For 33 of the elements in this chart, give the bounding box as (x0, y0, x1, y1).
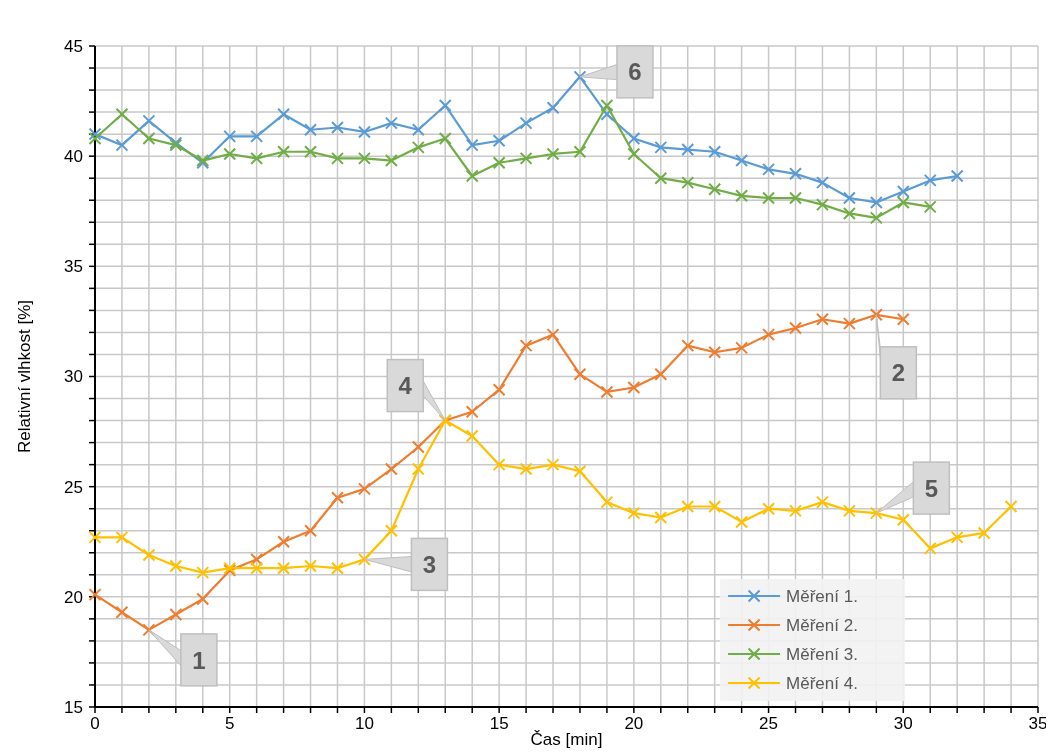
y-tick-label: 25 (64, 477, 83, 497)
x-tick-label: 35 (1028, 714, 1048, 733)
callout: 3 (363, 537, 449, 592)
x-axis-title: Čas [min] (530, 730, 603, 749)
x-tick-label: 15 (489, 714, 509, 733)
legend-label: Měření 4. (786, 673, 858, 693)
annotation: 1 (192, 646, 206, 674)
legend-label: Měření 1. (786, 586, 858, 606)
x-tick-label: 30 (893, 714, 913, 733)
legend-label: Měření 2. (786, 615, 858, 635)
y-tick-label: 35 (64, 257, 83, 277)
y-tick-label: 20 (64, 587, 83, 607)
x-tick-label: 0 (90, 714, 100, 733)
annotation: 2 (891, 359, 906, 387)
annotation: 3 (422, 551, 437, 579)
callout: 2 (875, 314, 918, 400)
x-tick-label: 20 (624, 714, 644, 733)
annotation: 5 (924, 474, 939, 502)
x-tick-label: 25 (759, 714, 779, 733)
callout: 6 (579, 45, 654, 99)
y-tick-label: 30 (64, 367, 83, 387)
y-tick-label: 40 (64, 147, 83, 167)
callout: 5 (875, 461, 951, 515)
x-tick-label: 5 (224, 714, 235, 733)
y-tick-label: 15 (64, 697, 83, 717)
x-tick-label: 10 (354, 714, 374, 733)
annotation: 6 (628, 58, 642, 86)
y-axis-title: Relativní vlhkost [%] (15, 299, 34, 454)
callout: 4 (386, 358, 446, 422)
annotation: 4 (398, 372, 413, 400)
legend-label: Měření 3. (786, 644, 858, 664)
callout: 1 (148, 629, 218, 687)
y-tick-label: 45 (64, 36, 83, 56)
